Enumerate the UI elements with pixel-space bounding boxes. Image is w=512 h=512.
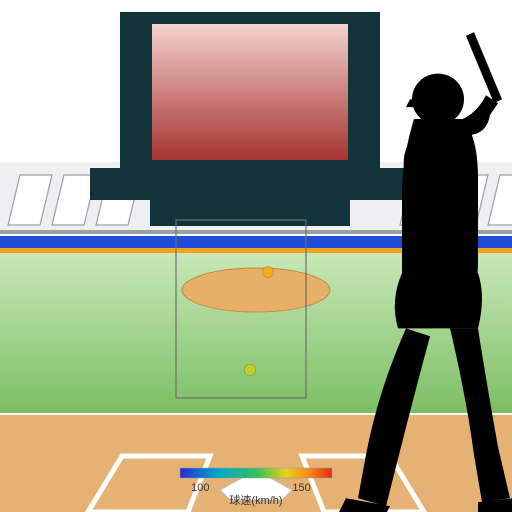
legend-tick: 100 xyxy=(191,482,209,494)
chart-svg: 100 150 球速(km/h) xyxy=(0,0,512,512)
pitchers-mound xyxy=(182,268,330,312)
scoreboard-screen xyxy=(152,24,348,160)
pitch-location-chart: 100 150 球速(km/h) xyxy=(0,0,512,512)
speed-legend-bar xyxy=(180,468,332,478)
scoreboard-wing-right xyxy=(350,168,410,200)
legend-label: 球速(km/h) xyxy=(229,493,282,507)
scoreboard-wing-left xyxy=(90,168,150,200)
pitch-marker xyxy=(245,365,256,376)
scoreboard-base xyxy=(150,168,350,226)
pitch-marker xyxy=(263,267,274,278)
legend-tick: 150 xyxy=(292,482,310,494)
